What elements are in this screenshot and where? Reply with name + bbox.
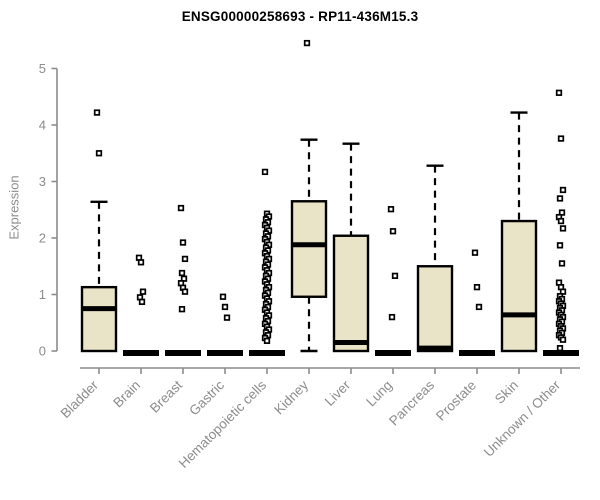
outlier-point [95, 150, 103, 157]
outlier-point [557, 217, 565, 225]
outlier-point [93, 109, 101, 116]
x-tick-label-kidney: Kidney [271, 377, 311, 417]
y-tick-label: 3 [39, 174, 46, 189]
outlier-point [559, 186, 567, 194]
boxplot-breast [165, 204, 201, 356]
x-tick-label-prostate: Prostate [433, 378, 479, 424]
boxplot-liver [332, 142, 370, 353]
outlier-point [223, 314, 231, 321]
outlier-point [559, 225, 567, 232]
y-tick-label: 4 [39, 118, 46, 133]
boxplot-kidney [290, 39, 328, 353]
x-tick-label-unknown-other: Unknown / Other [481, 377, 564, 460]
outlier-point [558, 260, 566, 267]
flat-box [207, 350, 243, 356]
outlier-point [178, 306, 186, 313]
outlier-point [177, 204, 185, 212]
outlier-point [557, 135, 565, 142]
x-tick-label-breast: Breast [147, 377, 185, 415]
outlier-point [179, 239, 187, 246]
outlier-point [471, 249, 479, 256]
outlier-point [181, 255, 189, 263]
flat-box [123, 350, 159, 356]
outlier-point [219, 293, 227, 300]
x-tick-label-skin: Skin [492, 378, 521, 407]
chart-title: ENSG00000258693 - RP11-436M15.3 [181, 9, 419, 24]
outlier-point [139, 288, 147, 295]
box [416, 265, 454, 353]
flat-box [543, 350, 579, 356]
outlier-point [391, 272, 399, 280]
x-tick-label-liver: Liver [322, 377, 354, 409]
x-tick-label-pancreas: Pancreas [386, 377, 437, 428]
y-tick-label: 1 [39, 287, 46, 302]
flat-box [375, 350, 411, 356]
x-tick-label-lung: Lung [363, 378, 395, 410]
x-tick-label-gastric: Gastric [186, 377, 227, 418]
flat-box [165, 350, 201, 356]
boxplot-hematopoietic-cells [249, 168, 285, 356]
outlier-point [475, 303, 483, 311]
outlier-point [181, 288, 189, 295]
y-tick-label: 0 [39, 344, 46, 359]
outlier-point [261, 168, 269, 176]
x-tick-label-bladder: Bladder [58, 377, 102, 421]
boxplot-skin [500, 111, 538, 353]
flat-box [249, 350, 285, 356]
boxplot-gastric [207, 293, 243, 356]
x-tick-label-brain: Brain [110, 378, 143, 411]
outlier-point [387, 206, 395, 213]
boxplot-lung [375, 206, 411, 356]
outlier-point [303, 39, 311, 47]
boxplot-prostate [459, 249, 495, 356]
outlier-point [221, 303, 229, 311]
y-tick-label: 2 [39, 231, 46, 246]
boxplot-unknown-other [543, 89, 579, 356]
boxplot-brain [123, 254, 159, 356]
y-tick-label: 5 [39, 61, 46, 76]
box [80, 285, 118, 353]
outlier-point [137, 259, 145, 266]
outlier-point [263, 337, 271, 344]
boxplot-bladder [80, 109, 118, 353]
outlier-point [138, 298, 146, 305]
outlier-point [178, 269, 186, 277]
box [290, 200, 328, 298]
outlier-point [473, 284, 481, 291]
outlier-point [556, 195, 564, 202]
outlier-point [555, 89, 563, 96]
outlier-point [559, 336, 567, 343]
outlier-point [389, 228, 397, 235]
flat-box [459, 350, 495, 356]
box [332, 234, 370, 353]
outlier-point [556, 242, 564, 249]
outlier-point [556, 345, 564, 352]
box [500, 219, 538, 353]
outlier-point [388, 313, 396, 321]
boxplot-pancreas [416, 164, 454, 353]
